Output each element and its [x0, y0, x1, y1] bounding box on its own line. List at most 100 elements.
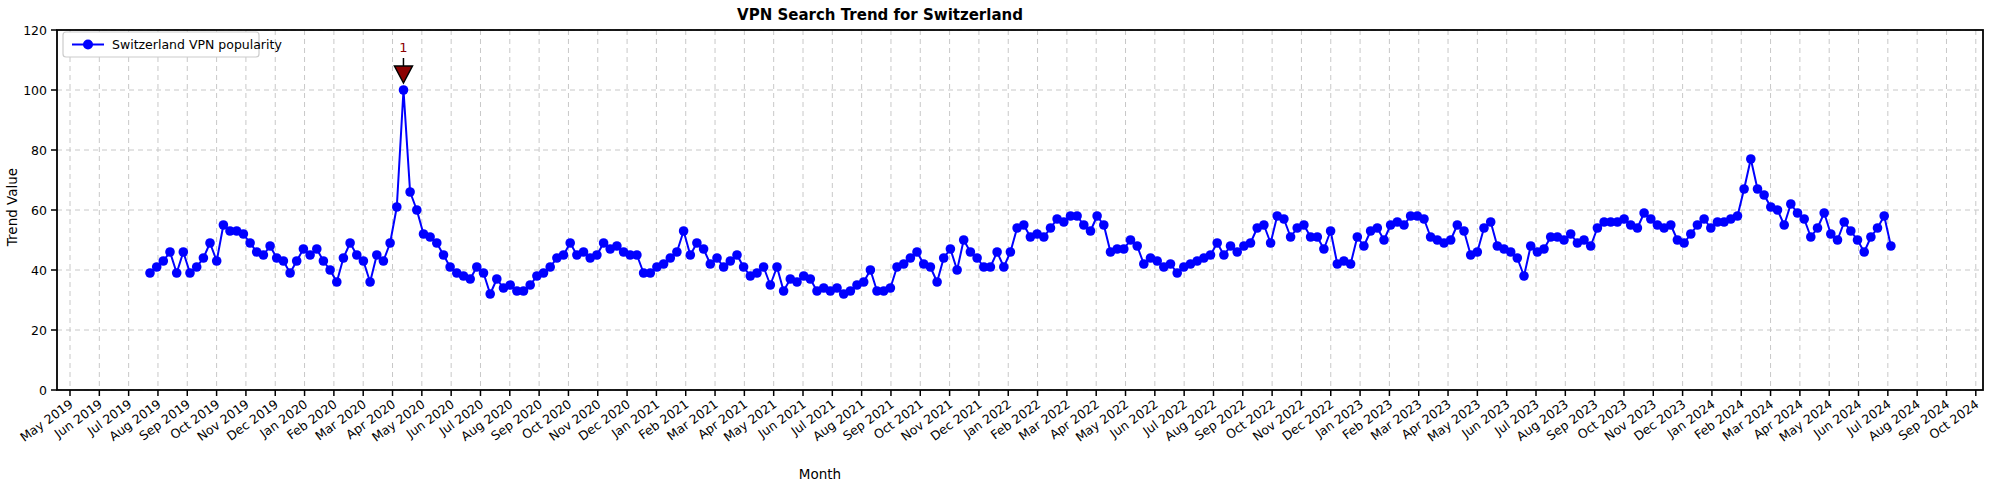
data-point — [1586, 241, 1596, 251]
data-point — [1072, 211, 1082, 221]
vpn-trend-figure: May 2019Jun 2019Jul 2019Aug 2019Sep 2019… — [0, 0, 1990, 490]
data-point — [1806, 232, 1816, 242]
data-point — [392, 202, 402, 212]
data-point — [1699, 214, 1709, 224]
data-point — [1132, 241, 1142, 251]
data-point — [1006, 247, 1016, 257]
data-point — [1359, 241, 1369, 251]
data-point — [405, 187, 415, 197]
data-point — [525, 280, 535, 290]
data-point — [1539, 244, 1549, 254]
data-point — [1473, 247, 1483, 257]
data-point — [1866, 232, 1876, 242]
data-point — [1246, 238, 1256, 248]
data-point — [492, 274, 502, 284]
data-point — [1346, 259, 1356, 269]
data-point — [699, 244, 709, 254]
data-point — [1399, 220, 1409, 230]
data-point — [779, 286, 789, 296]
data-point — [465, 274, 475, 284]
data-point — [1019, 220, 1029, 230]
data-point — [1746, 154, 1756, 164]
data-point — [1486, 217, 1496, 227]
data-point — [1839, 217, 1849, 227]
y-axis-label: Trend Value — [4, 168, 20, 247]
data-point — [1853, 235, 1863, 245]
data-point — [1879, 211, 1889, 221]
data-point — [912, 247, 922, 257]
data-point — [866, 265, 876, 275]
data-point — [759, 262, 769, 272]
trend-chart: May 2019Jun 2019Jul 2019Aug 2019Sep 2019… — [0, 0, 1990, 490]
data-point — [412, 205, 422, 215]
legend-marker-sample — [83, 40, 93, 50]
data-point — [345, 238, 355, 248]
data-point — [565, 238, 575, 248]
data-point — [439, 250, 449, 260]
data-point — [265, 241, 275, 251]
data-point — [212, 256, 222, 266]
data-point — [1679, 238, 1689, 248]
data-point — [1299, 220, 1309, 230]
y-tick-label: 100 — [23, 83, 47, 98]
data-point — [972, 253, 982, 263]
data-point — [545, 262, 555, 272]
data-point — [1446, 235, 1456, 245]
data-point — [365, 277, 375, 287]
data-point — [1779, 220, 1789, 230]
data-series — [145, 85, 1896, 299]
data-point — [1086, 226, 1096, 236]
data-point — [1846, 226, 1856, 236]
data-point — [946, 244, 956, 254]
data-point — [886, 283, 896, 293]
data-point — [1759, 190, 1769, 200]
data-point — [1813, 223, 1823, 233]
data-point — [732, 250, 742, 260]
legend-label: Switzerland VPN popularity — [112, 37, 282, 52]
data-point — [1886, 241, 1896, 251]
data-point — [1092, 211, 1102, 221]
y-tick-label: 120 — [23, 23, 47, 38]
data-point — [1353, 232, 1363, 242]
data-point — [179, 247, 189, 257]
data-point — [1666, 220, 1676, 230]
data-point — [1266, 238, 1276, 248]
data-point — [926, 262, 936, 272]
data-point — [1833, 235, 1843, 245]
data-point — [1819, 208, 1829, 218]
data-point — [1279, 214, 1289, 224]
data-point — [772, 262, 782, 272]
data-point — [712, 253, 722, 263]
data-point — [159, 256, 169, 266]
data-point — [1313, 232, 1323, 242]
data-point — [1166, 259, 1176, 269]
data-point — [1046, 223, 1056, 233]
data-point — [279, 256, 289, 266]
y-tick-label: 20 — [31, 323, 47, 338]
peak-marker-icon — [394, 66, 412, 83]
annotation-label: 1 — [399, 40, 407, 55]
data-point — [1286, 232, 1296, 242]
data-point — [1733, 211, 1743, 221]
data-point — [325, 265, 335, 275]
data-point — [1859, 247, 1869, 257]
chart-title: VPN Search Trend for Switzerland — [737, 6, 1023, 24]
data-point — [739, 262, 749, 272]
data-point — [1099, 220, 1109, 230]
data-point — [1419, 214, 1429, 224]
data-point — [1686, 229, 1696, 239]
data-point — [1459, 226, 1469, 236]
data-point — [1519, 271, 1529, 281]
data-point — [172, 268, 182, 278]
data-point — [285, 268, 295, 278]
data-point — [959, 235, 969, 245]
data-point — [192, 262, 202, 272]
data-point — [1373, 223, 1383, 233]
data-point — [1206, 250, 1216, 260]
data-point — [559, 250, 569, 260]
data-point — [679, 226, 689, 236]
data-point — [205, 238, 215, 248]
data-point — [632, 250, 642, 260]
data-point — [292, 256, 302, 266]
peak-annotation: 1 — [394, 40, 412, 83]
